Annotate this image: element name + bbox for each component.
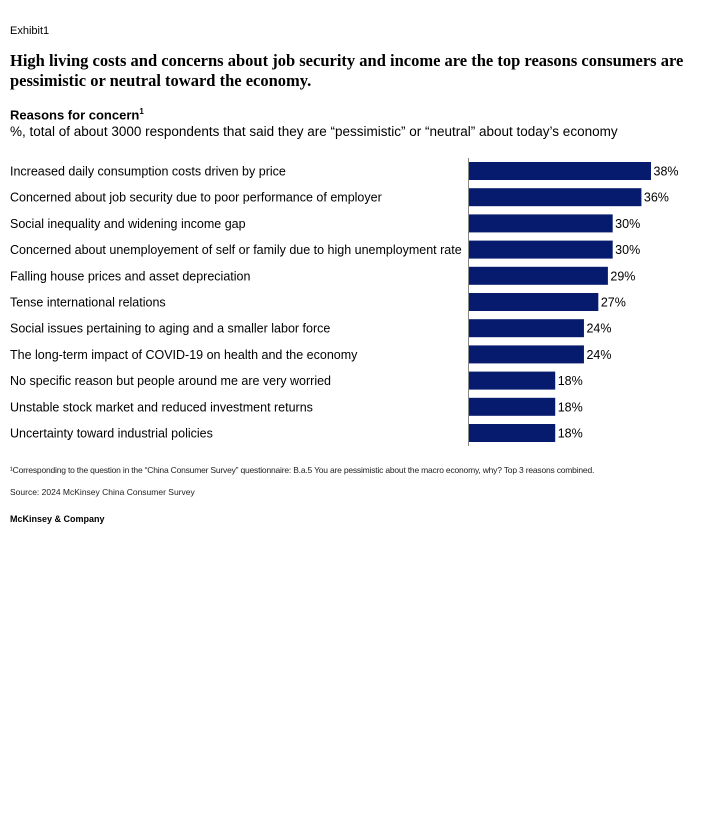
category-label: Social inequality and widening income ga… bbox=[10, 217, 246, 231]
category-label: Concerned about unemployement of self or… bbox=[10, 243, 462, 257]
category-label: Concerned about job security due to poor… bbox=[10, 191, 382, 205]
bar bbox=[469, 162, 651, 180]
data-label: 29% bbox=[610, 269, 635, 283]
chart-subtitle: %, total of about 3000 respondents that … bbox=[10, 124, 618, 139]
category-label: The long-term impact of COVID-19 on heal… bbox=[10, 348, 358, 362]
footnote: ¹Corresponding to the question in the “C… bbox=[10, 465, 595, 475]
category-label: Social issues pertaining to aging and a … bbox=[10, 322, 330, 336]
data-label: 18% bbox=[558, 427, 583, 441]
category-label: Increased daily consumption costs driven… bbox=[10, 165, 286, 179]
bar bbox=[469, 240, 613, 259]
data-label: 36% bbox=[644, 191, 669, 205]
data-label: 30% bbox=[615, 243, 640, 257]
chart-title-footnote-marker: 1 bbox=[139, 107, 144, 116]
brand-name: McKinsey & Company bbox=[10, 514, 105, 524]
bar-chart: Increased daily consumption costs driven… bbox=[10, 158, 679, 446]
data-label: 24% bbox=[586, 348, 611, 362]
bar bbox=[469, 371, 556, 390]
category-label: Tense international relations bbox=[10, 296, 166, 310]
source-note: Source: 2024 McKinsey China Consumer Sur… bbox=[10, 487, 195, 497]
bar bbox=[469, 345, 584, 364]
bar bbox=[469, 424, 556, 442]
category-label: Unstable stock market and reduced invest… bbox=[10, 400, 313, 414]
data-label: 27% bbox=[601, 296, 626, 310]
bar bbox=[469, 214, 613, 233]
bar bbox=[469, 188, 642, 207]
bar bbox=[469, 293, 599, 311]
category-label: No specific reason but people around me … bbox=[10, 374, 331, 388]
exhibit-label: Exhibit1 bbox=[10, 25, 50, 37]
bar bbox=[469, 266, 608, 285]
chart-title: Reasons for concern1 bbox=[10, 107, 144, 122]
data-label: 18% bbox=[558, 374, 583, 388]
category-label: Falling house prices and asset depreciat… bbox=[10, 269, 250, 283]
chart-title-text: Reasons for concern bbox=[10, 107, 140, 123]
category-label: Uncertainty toward industrial policies bbox=[10, 427, 213, 441]
data-label: 30% bbox=[615, 217, 640, 231]
data-label: 38% bbox=[654, 165, 679, 179]
bar bbox=[469, 397, 556, 416]
bar bbox=[469, 319, 584, 338]
data-label: 18% bbox=[558, 400, 583, 414]
headline: High living costs and concerns about job… bbox=[10, 51, 684, 90]
data-label: 24% bbox=[586, 322, 611, 336]
